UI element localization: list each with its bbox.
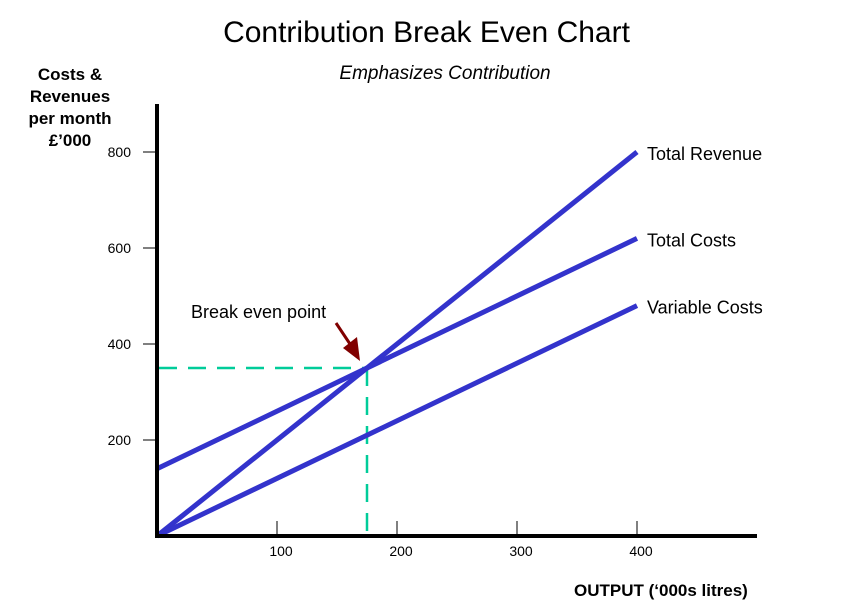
x-tick-label: 300 <box>509 543 533 559</box>
x-tick-label: 100 <box>269 543 293 559</box>
y-axis-label-line: Costs & <box>37 65 103 84</box>
annotations: Break even point <box>191 302 360 361</box>
break-even-arrow-shaft <box>334 322 352 345</box>
y-axis-label: Costs & Revenues per month £’000 <box>16 64 124 152</box>
series-label-total-costs: Total Costs <box>647 230 736 250</box>
y-tick-label: 600 <box>108 240 132 256</box>
series-label-variable-costs: Variable Costs <box>647 298 763 318</box>
y-tick-label: 800 <box>108 144 132 160</box>
chart-title: Contribution Break Even Chart <box>223 16 630 49</box>
chart-subtitle: Emphasizes Contribution <box>339 63 551 84</box>
x-tick-label: 400 <box>629 543 653 559</box>
series-lines: Total Revenue Total Costs Variable Costs <box>155 144 763 539</box>
y-axis-label-line: Revenues <box>29 87 111 106</box>
y-axis-label-line: £’000 <box>48 131 92 150</box>
series-line-total-costs <box>155 236 639 472</box>
series-label-total-revenue: Total Revenue <box>647 144 762 164</box>
series-line-variable-costs <box>155 303 639 539</box>
x-tick-label: 200 <box>389 543 413 559</box>
y-tick-label: 200 <box>108 432 132 448</box>
series-line-total-revenue <box>155 150 639 538</box>
break-even-arrow-head-icon <box>343 337 360 361</box>
y-tick-label: 400 <box>108 336 132 352</box>
axes: 100 200 300 400 200 400 600 800 <box>108 104 757 559</box>
break-even-label: Break even point <box>191 302 326 322</box>
x-axis-label: OUTPUT (‘000s litres) <box>574 581 748 600</box>
y-axis-label-line: per month <box>28 109 112 128</box>
break-even-reference-lines <box>159 366 369 536</box>
